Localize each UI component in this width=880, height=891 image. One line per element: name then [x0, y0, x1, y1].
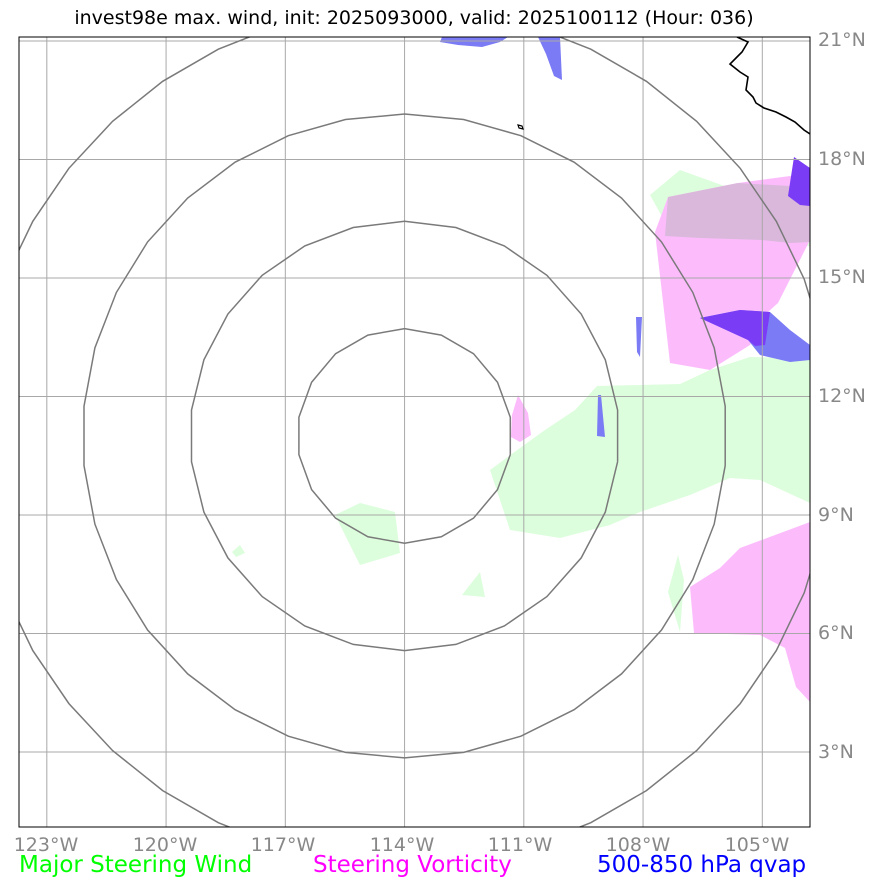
lat-tick-label: 6°N	[818, 622, 854, 644]
wind-region-small-1	[462, 572, 485, 597]
qvap-region-northeast	[788, 157, 810, 206]
range-ring	[298, 327, 512, 545]
wind-region-sliver	[668, 555, 684, 632]
lon-tick-label: 123°W	[14, 834, 79, 856]
qvap-region-east-dark	[700, 310, 770, 346]
qvap-region-strip-1	[636, 317, 642, 357]
qvap-region-top-2	[538, 37, 562, 80]
map-title: invest98e max. wind, init: 2025093000, v…	[74, 7, 754, 29]
vorticity-region-southeast	[690, 522, 810, 702]
qvap-regions	[440, 37, 810, 437]
legend-steering-wind: Major Steering Wind	[19, 852, 253, 878]
qvap-region-top-1	[440, 37, 508, 47]
legend-qvap: 500-850 hPa qvap	[597, 852, 807, 878]
lon-tick-label: 117°W	[251, 834, 316, 856]
vorticity-overlap-region	[665, 183, 810, 243]
steering-vorticity-regions	[511, 176, 810, 702]
vorticity-region-small	[511, 395, 531, 442]
wind-region-small-2	[232, 545, 245, 557]
lat-tick-label: 12°N	[818, 385, 866, 407]
legend-steering-vorticity: Steering Vorticity	[313, 852, 512, 878]
lon-tick-label: 111°W	[488, 834, 553, 856]
lon-tick-label: 105°W	[725, 834, 790, 856]
coastline	[728, 37, 810, 135]
lat-tick-label: 21°N	[818, 29, 866, 51]
lat-tick-label: 3°N	[818, 741, 854, 763]
plot-frame	[18, 36, 811, 828]
lat-tick-label: 15°N	[818, 266, 866, 288]
lat-tick-label: 18°N	[818, 148, 866, 170]
range-ring	[190, 220, 619, 652]
range-ring	[83, 113, 726, 759]
lat-tick-label: 9°N	[818, 504, 854, 526]
lon-tick-label: 114°W	[370, 834, 435, 856]
latitude-ticks: 21°N 18°N 15°N 12°N 9°N 6°N 3°N	[818, 29, 866, 763]
longitude-ticks: 123°W 120°W 117°W 114°W 111°W 108°W 105°…	[14, 834, 790, 856]
lon-tick-label: 108°W	[606, 834, 671, 856]
lon-tick-label: 120°W	[133, 834, 198, 856]
qvap-region-strip-2	[597, 395, 605, 437]
island	[517, 124, 524, 130]
range-rings	[19, 37, 810, 827]
range-ring	[19, 37, 810, 827]
wind-region-southwest	[335, 503, 400, 565]
wind-region-east	[490, 357, 810, 538]
